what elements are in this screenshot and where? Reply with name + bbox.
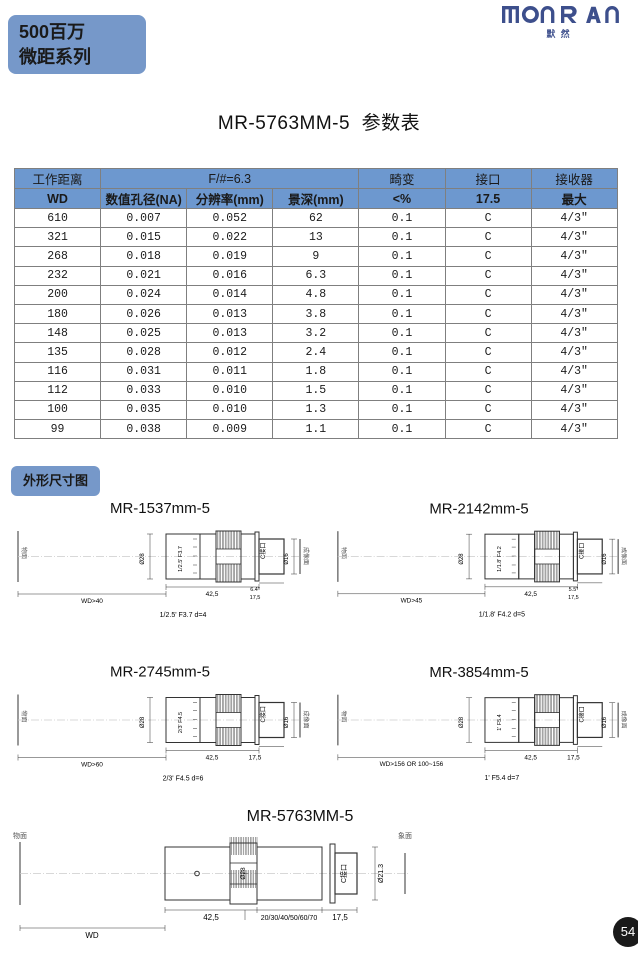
svg-text:Ø28: Ø28	[140, 553, 146, 565]
svg-text:成像面: 成像面	[302, 711, 310, 729]
svg-text:MR-3854mm-5: MR-3854mm-5	[429, 665, 528, 681]
svg-text:默 然: 默 然	[546, 28, 571, 39]
svg-text:物面: 物面	[13, 831, 27, 840]
svg-text:C接口: C接口	[577, 543, 585, 559]
svg-text:C接口: C接口	[577, 706, 585, 722]
svg-text:Ø28: Ø28	[140, 716, 146, 728]
svg-text:17,5: 17,5	[567, 754, 580, 761]
svg-text:C接口: C接口	[259, 543, 267, 559]
svg-text:17,5: 17,5	[249, 755, 262, 762]
svg-text:成像面: 成像面	[620, 711, 628, 729]
svg-text:42,5: 42,5	[206, 591, 219, 598]
svg-text:MR-2745mm-5: MR-2745mm-5	[110, 664, 210, 681]
svg-text:2/3' F4.5: 2/3' F4.5	[178, 712, 184, 733]
svg-text:Ø16: Ø16	[602, 716, 608, 728]
svg-text:17,5: 17,5	[250, 595, 261, 601]
svg-text:42,5: 42,5	[206, 755, 219, 762]
svg-text:42,5: 42,5	[203, 913, 219, 922]
svg-text:42,5: 42,5	[524, 591, 537, 598]
svg-text:C接口: C接口	[259, 706, 267, 722]
svg-text:WD>60: WD>60	[81, 762, 103, 769]
svg-text:Ø21.3: Ø21.3	[378, 864, 385, 883]
svg-text:成像面: 成像面	[302, 547, 310, 565]
svg-text:Ø28: Ø28	[459, 716, 465, 728]
svg-text:1/1.8' F4.2: 1/1.8' F4.2	[497, 546, 503, 572]
svg-text:Ø28: Ø28	[459, 553, 465, 565]
svg-text:1' F5.4 d=7: 1' F5.4 d=7	[485, 775, 520, 782]
svg-text:物面: 物面	[340, 711, 348, 723]
svg-text:1' F5.4: 1' F5.4	[497, 714, 503, 731]
svg-text:WD>156 OR 100~156: WD>156 OR 100~156	[380, 761, 444, 768]
svg-text:物面: 物面	[340, 547, 348, 559]
svg-text:6.4": 6.4"	[250, 587, 260, 593]
svg-text:MR-1537mm-5: MR-1537mm-5	[110, 500, 210, 517]
svg-text:物面: 物面	[20, 711, 28, 723]
svg-text:17,5: 17,5	[332, 913, 348, 922]
svg-text:MR-2142mm-5: MR-2142mm-5	[429, 501, 528, 517]
svg-text:WD>40: WD>40	[81, 598, 103, 605]
svg-text:C接口: C接口	[339, 864, 348, 883]
svg-text:物面: 物面	[20, 547, 28, 559]
svg-text:42,5: 42,5	[524, 754, 537, 761]
svg-text:成像面: 成像面	[620, 547, 628, 565]
svg-text:2/3' F4.5 d=6: 2/3' F4.5 d=6	[163, 776, 204, 783]
svg-text:1/2.5' F3.7 d=4: 1/2.5' F3.7 d=4	[160, 612, 207, 619]
svg-text:Ø28: Ø28	[240, 867, 247, 880]
svg-text:1/1.8' F4.2 d=5: 1/1.8' F4.2 d=5	[479, 612, 525, 619]
svg-text:象面: 象面	[398, 831, 412, 840]
svg-text:WD>45: WD>45	[401, 598, 423, 605]
svg-text:17,5: 17,5	[568, 595, 579, 601]
svg-text:Ø16: Ø16	[284, 716, 290, 728]
svg-text:Ø16: Ø16	[602, 553, 608, 565]
svg-text:WD: WD	[85, 931, 99, 940]
svg-text:5.5": 5.5"	[569, 587, 579, 593]
svg-text:Ø16: Ø16	[284, 553, 290, 565]
svg-text:20/30/40/50/60/70: 20/30/40/50/60/70	[261, 915, 318, 922]
svg-text:MR-5763MM-5: MR-5763MM-5	[247, 808, 354, 825]
svg-text:1/2.5' F3.7: 1/2.5' F3.7	[178, 546, 184, 572]
